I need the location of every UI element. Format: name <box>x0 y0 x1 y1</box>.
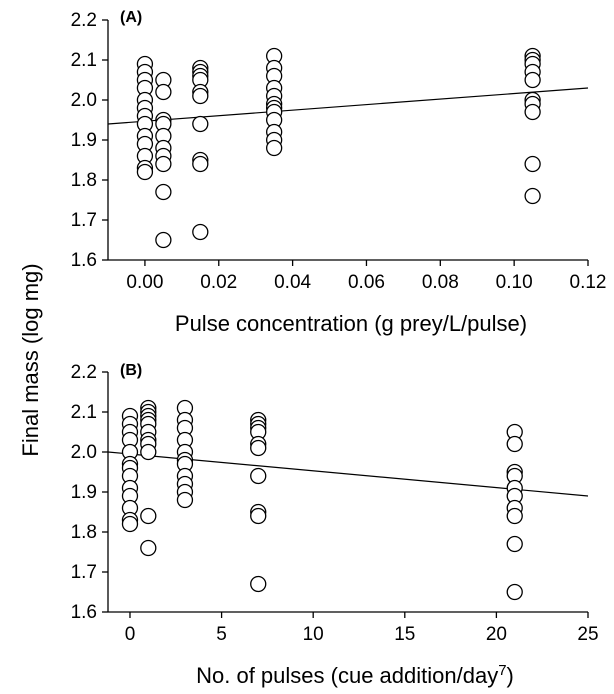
panel-a-data-point <box>155 83 172 101</box>
panel-a-data-point <box>155 183 172 201</box>
panel-a-points <box>136 47 541 249</box>
panel-b-x-ticks: 0 5 10 15 20 25 <box>125 612 599 645</box>
panel-b-y-tick-label: 1.8 <box>71 522 97 543</box>
panel-b-y-tick-label: 2.2 <box>71 362 97 383</box>
panel-b-x-tick-label: 15 <box>394 624 415 645</box>
panel-a-data-point <box>192 155 209 173</box>
panel-b-x-tick-label: 5 <box>216 624 227 645</box>
panel-a-axes <box>107 20 588 261</box>
panel-b-x-axis-label-main: No. of pulses (cue addition/day <box>196 663 498 688</box>
y-axis-label: Final mass (log mg) <box>18 263 43 456</box>
panel-b-data-point <box>250 467 267 485</box>
panel-a-y-tick-label: 1.9 <box>71 130 97 151</box>
panel-a-y-tick-label: 2.2 <box>71 10 97 31</box>
panel-b-points <box>121 399 523 601</box>
panel-b-x-tick-label: 0 <box>125 624 136 645</box>
panel-a-data-point <box>524 103 541 121</box>
panel-b-y-ticks: 1.6 1.7 1.8 1.9 2.0 2.1 2.2 <box>71 362 108 623</box>
panel-a-data-point <box>192 87 209 105</box>
panel-a-y-tick-label: 1.6 <box>71 250 97 271</box>
panel-a-y-tick-label: 2.1 <box>71 50 97 71</box>
panel-a-x-tick-label: 0.02 <box>200 272 237 293</box>
panel-b-data-point <box>176 491 194 509</box>
panel-b-data-point <box>140 539 157 557</box>
panel-a-x-tick-label: 0.08 <box>422 272 459 293</box>
panel-a-x-tick-label: 0.04 <box>274 272 311 293</box>
panel-b-data-point <box>250 439 267 457</box>
panel-b-data-point <box>506 535 523 553</box>
panel-b-data-point <box>140 507 157 525</box>
panel-a-trendline <box>107 87 589 125</box>
panel-a-y-tick-label: 1.8 <box>71 170 97 191</box>
panel-b-data-point <box>121 515 139 533</box>
panel-b-y-tick-label: 1.7 <box>71 562 97 583</box>
panel-a-x-ticks: 0.00 0.02 0.04 0.06 0.08 0.10 0.12 <box>126 260 606 293</box>
panel-a-x-tick-label: 0.10 <box>496 272 533 293</box>
panel-b-y-tick-label: 1.6 <box>71 602 97 623</box>
panel-a-y-tick-label: 1.7 <box>71 210 97 231</box>
panel-a-x-tick-label: 0.00 <box>126 272 163 293</box>
panel-a-label: (A) <box>120 9 142 26</box>
panel-a-data-point <box>524 71 541 89</box>
panel-b-y-tick-label: 2.1 <box>71 402 97 423</box>
panel-a-data-point <box>524 155 541 173</box>
panel-b-data-point <box>250 575 267 593</box>
panel-b-y-tick-label: 1.9 <box>71 482 97 503</box>
panel-b-x-axis-label-suffix: ) <box>507 663 514 688</box>
panel-b-data-point <box>140 443 157 461</box>
panel-b-data-point <box>506 507 523 525</box>
panel-a-data-point <box>524 187 541 205</box>
panel-a-data-point <box>192 223 209 241</box>
panel-a: 1.61.71.81.92.02.12.2 0.00 0.02 0.04 0.06 0.… <box>71 9 607 336</box>
panel-b-data-point <box>506 435 523 453</box>
panel-a-data-point <box>136 163 154 181</box>
panel-b-data-point <box>250 507 267 525</box>
panel-a-data-point <box>192 115 209 133</box>
panel-b-x-tick-label: 25 <box>577 624 598 645</box>
panel-a-y-ticks: 1.6 1.7 1.8 1.9 2.0 2.1 2.2 <box>71 10 108 271</box>
panel-a-x-tick-label: 0.06 <box>348 272 385 293</box>
panel-a-data-point <box>266 139 283 157</box>
panel-b-label: (B) <box>120 362 142 379</box>
panel-b: 1.6 1.7 1.8 1.9 2.0 2.1 2.2 0 5 10 15 20 25 (B) No.… <box>71 362 599 688</box>
panel-b-x-axis-label-superscript: 7 <box>498 662 506 679</box>
panel-b-y-tick-label: 2.0 <box>71 442 97 463</box>
panel-a-data-point <box>155 155 172 173</box>
panel-b-x-tick-label: 10 <box>303 624 324 645</box>
panel-b-data-point <box>506 583 523 601</box>
panel-b-x-axis-label: No. of pulses (cue addition/day7) <box>196 662 514 688</box>
panel-b-x-tick-label: 20 <box>486 624 507 645</box>
panel-a-x-axis-label: Pulse concentration (g prey/L/pulse) <box>175 311 527 336</box>
panel-a-trendline-path <box>107 87 589 125</box>
panel-a-y-tick-label: 2.0 <box>71 90 97 111</box>
panel-a-x-tick-label: 0.12 <box>570 272 607 293</box>
panel-a-data-point <box>155 231 172 249</box>
